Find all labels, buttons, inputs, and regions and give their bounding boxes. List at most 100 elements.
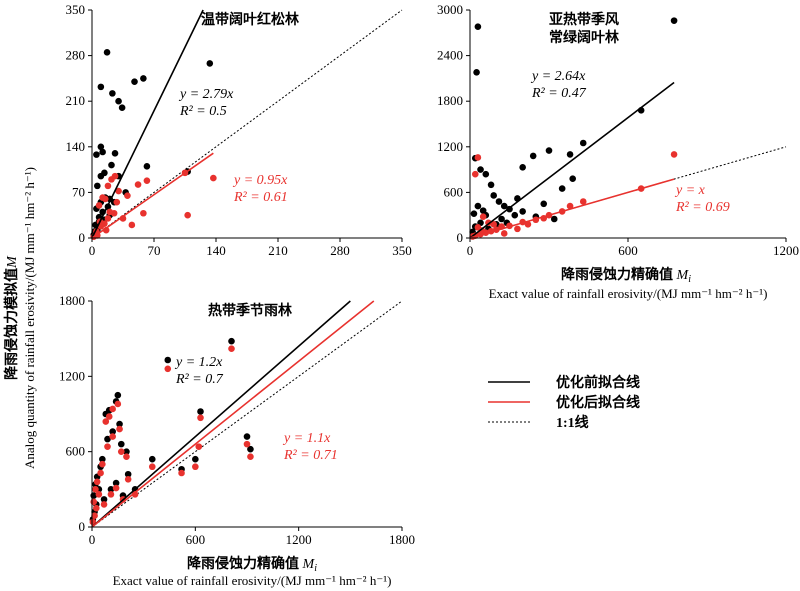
point-after <box>117 448 125 455</box>
x-tick-label: 280 <box>330 243 350 258</box>
point-before <box>670 17 678 24</box>
x-axis-title-cn: 降雨侵蚀力精确值 Mi <box>561 266 691 285</box>
point-after <box>566 202 574 210</box>
point-after <box>112 484 120 492</box>
point-after <box>178 469 185 477</box>
point-before <box>569 175 576 183</box>
fit-r2-after: R² = 0.61 <box>233 190 288 205</box>
series-after <box>89 345 254 526</box>
x-tick-label: 1800 <box>389 532 415 547</box>
point-before <box>97 83 105 91</box>
point-after <box>134 181 142 188</box>
x-tick-label: 0 <box>89 243 96 258</box>
point-after <box>92 486 99 493</box>
x-tick-label: 210 <box>268 243 288 258</box>
point-after <box>579 198 587 205</box>
point-after <box>124 475 132 483</box>
point-before <box>93 151 100 158</box>
point-before <box>131 78 138 85</box>
y-tick-label: 70 <box>72 184 85 199</box>
point-after <box>164 365 172 373</box>
y-tick-label: 1800 <box>59 293 85 308</box>
point-before <box>511 211 519 219</box>
y-tick-label: 2400 <box>437 48 463 63</box>
x-tick-label: 1200 <box>286 532 312 547</box>
point-after <box>143 177 151 184</box>
point-before <box>498 215 505 223</box>
point-before <box>566 151 574 158</box>
fit-equation-after: y = x <box>674 183 706 198</box>
point-before <box>111 150 119 157</box>
point-before <box>519 164 526 171</box>
point-before <box>109 90 116 97</box>
point-after <box>184 211 191 219</box>
legend-label-after: 优化后拟合线 <box>556 394 640 411</box>
point-after <box>131 491 139 498</box>
x-axis-title-bottom: 降雨侵蚀力精确值 Mi Exact value of rainfall eros… <box>113 555 392 588</box>
fit-line-before <box>92 300 351 527</box>
point-after <box>670 151 678 158</box>
y-tick-label: 280 <box>66 48 86 63</box>
point-after <box>471 170 479 178</box>
fit-equation-after: y = 1.1x <box>282 431 331 446</box>
point-after <box>474 154 482 161</box>
point-after <box>109 405 116 413</box>
fit-line-before <box>470 81 675 238</box>
y-tick-label: 600 <box>66 444 86 459</box>
fit-equation-after: y = 0.95x <box>232 173 288 188</box>
y-tick-label: 600 <box>444 184 464 199</box>
point-before <box>243 433 251 440</box>
point-after <box>140 209 147 217</box>
fit-equation-before: y = 2.64x <box>530 69 586 84</box>
point-after <box>99 460 106 468</box>
point-before <box>114 391 122 399</box>
y-tick-label: 0 <box>79 230 86 245</box>
point-after <box>228 345 235 353</box>
point-after <box>102 418 110 425</box>
y-axis-title-cn: 降雨侵蚀力模拟值M <box>3 255 20 380</box>
x-axis-title-cn: 降雨侵蚀力精确值 Mi <box>187 555 317 574</box>
point-before <box>100 496 108 503</box>
y-tick-label: 350 <box>66 2 86 17</box>
point-after <box>243 440 251 448</box>
panel-title: 热带季节雨林 <box>208 302 292 319</box>
x-tick-label: 600 <box>618 243 638 258</box>
fit-line-after <box>92 300 375 527</box>
fit-r2-after: R² = 0.69 <box>675 200 730 215</box>
point-after <box>500 230 508 237</box>
point-after <box>89 518 97 526</box>
point-before <box>108 161 115 169</box>
point-before <box>479 207 487 214</box>
fit-equation-before: y = 2.79x <box>178 87 234 102</box>
y-tick-label: 210 <box>66 93 86 108</box>
fit-r2-before: R² = 0.5 <box>179 104 227 119</box>
point-after <box>97 469 104 477</box>
point-before <box>148 455 156 463</box>
y-tick-label: 0 <box>457 230 464 245</box>
point-after <box>95 202 103 209</box>
point-before <box>97 143 105 151</box>
fit-r2-before: R² = 0.47 <box>531 86 587 101</box>
panel-1: 0 70 140 210 280 350 0 70 140 210 280 350 温带阔叶红松林 y =… <box>66 2 412 258</box>
point-before <box>197 408 204 415</box>
y-axis-title: 降雨侵蚀力模拟值M Analog quantity of rainfall er… <box>3 167 37 469</box>
point-before <box>474 23 482 31</box>
point-before <box>103 49 111 56</box>
point-before <box>579 139 587 147</box>
x-tick-label: 70 <box>148 243 161 258</box>
point-after <box>115 187 122 195</box>
point-after <box>197 414 204 422</box>
series-before <box>89 337 254 523</box>
panel-3: 0 600 1200 1800 0 600 1200 1800 热带季节雨林 y = 1.2x R²… <box>59 293 415 547</box>
point-after <box>124 192 131 199</box>
point-after <box>111 172 119 180</box>
one-to-one-line <box>92 9 403 238</box>
point-before <box>124 470 132 478</box>
x-tick-label: 600 <box>186 532 206 547</box>
point-before <box>118 104 126 112</box>
fit-line-before <box>92 9 204 238</box>
point-after <box>478 227 486 234</box>
point-after <box>105 413 113 420</box>
